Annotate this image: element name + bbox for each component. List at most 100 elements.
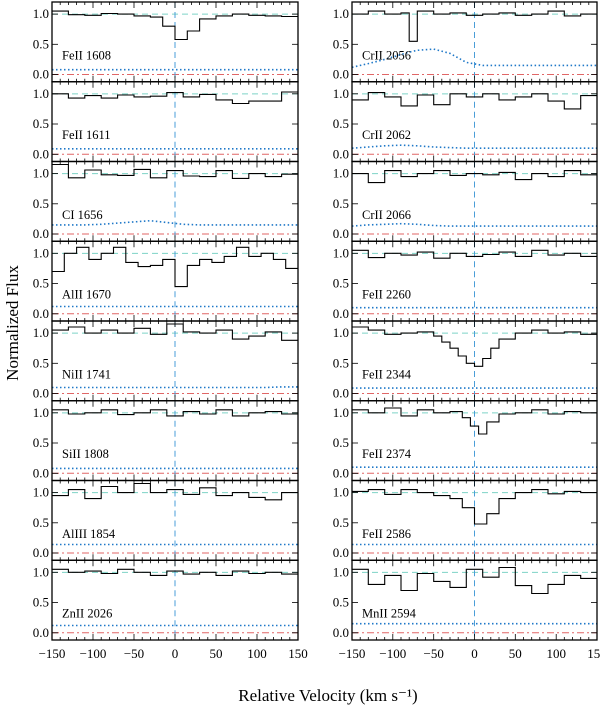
panel-feii-1611: 0.0 0.5 1.0 FeII 1611 — [33, 81, 299, 163]
y-tick-label: 1.0 — [33, 485, 49, 500]
flux-histogram — [352, 566, 597, 595]
y-tick-label: 0.0 — [33, 545, 49, 560]
panel-alii-1670: 0.0 0.5 1.0 AlII 1670 — [33, 240, 299, 322]
line-label: FeII 2344 — [362, 367, 412, 381]
panel-feii-2374: 0.0 0.5 1.0 FeII 2374 — [333, 400, 598, 482]
x-tick-label: 150 — [587, 646, 600, 661]
x-tick-labels: −150 −100 −50 0 50 100 150 −150 −100 −50 0 50 100 150 — [39, 646, 600, 661]
y-tick-label: 0.5 — [33, 36, 49, 51]
x-tick-label: 0 — [172, 646, 179, 661]
panel-znii-2026: 0.0 0.5 1.0 ZnII 2026 — [33, 559, 299, 641]
y-tick-label: 0.0 — [333, 625, 349, 640]
panel-siii-1808: 0.0 0.5 1.0 SiII 1808 — [33, 400, 299, 482]
y-tick-label: 0.5 — [333, 116, 349, 131]
panel-mnii-2594: 0.0 0.5 1.0 MnII 2594 — [333, 559, 598, 641]
flux-histogram — [52, 246, 298, 288]
y-tick-label: 0.0 — [33, 465, 49, 480]
y-tick-label: 0.0 — [333, 465, 349, 480]
y-tick-label: 1.0 — [333, 166, 349, 181]
y-tick-label: 1.0 — [333, 405, 349, 420]
panel-niii-1741: 0.0 0.5 1.0 NiII 1741 — [33, 320, 299, 402]
line-label: AlII 1670 — [62, 288, 111, 302]
y-tick-label: 0.5 — [33, 196, 49, 211]
x-tick-label: 100 — [546, 646, 566, 661]
error-spectrum — [52, 386, 298, 389]
x-tick-label: −150 — [339, 646, 366, 661]
flux-histogram — [352, 10, 597, 42]
y-tick-label: 0.5 — [33, 435, 49, 450]
x-tick-label: −50 — [124, 646, 144, 661]
y-tick-label: 0.5 — [333, 196, 349, 211]
x-tick-label: −100 — [80, 646, 107, 661]
y-tick-label: 0.5 — [333, 355, 349, 370]
x-tick-label: 150 — [288, 646, 308, 661]
error-spectrum — [52, 219, 298, 226]
y-tick-label: 0.0 — [333, 545, 349, 560]
x-tick-label: −50 — [424, 646, 444, 661]
line-label: CrII 2066 — [362, 208, 411, 222]
flux-histogram — [352, 170, 597, 184]
panel-aliii-1854: 0.0 0.5 1.0 AlIII 1854 — [33, 479, 299, 561]
error-spectrum — [351, 222, 597, 227]
y-tick-label: 1.0 — [333, 325, 349, 340]
x-tick-label: 100 — [247, 646, 267, 661]
y-tick-label: 0.5 — [33, 595, 49, 610]
y-tick-label: 0.0 — [33, 146, 49, 161]
line-label: FeII 2586 — [362, 527, 411, 541]
x-axis-label: Relative Velocity (km s⁻¹) — [238, 686, 417, 705]
y-tick-label: 1.0 — [333, 245, 349, 260]
error-spectrum — [351, 144, 597, 149]
y-tick-label: 0.0 — [33, 306, 49, 321]
flux-histogram — [352, 92, 597, 110]
line-label: FeII 2260 — [362, 288, 411, 302]
panel-feii-2586: 0.0 0.5 1.0 FeII 2586 — [333, 479, 598, 561]
y-tick-label: 0.5 — [333, 515, 349, 530]
flux-histogram — [352, 249, 597, 259]
y-tick-label: 0.0 — [33, 226, 49, 241]
panel-crii-2066: 0.0 0.5 1.0 CrII 2066 — [333, 160, 598, 242]
x-tick-label: 0 — [471, 646, 478, 661]
y-tick-label: 1.0 — [33, 564, 49, 579]
panel-ci-1656: 0.0 0.5 1.0 CI 1656 — [33, 160, 299, 242]
panel-crii-2062: 0.0 0.5 1.0 CrII 2062 — [333, 81, 598, 163]
y-tick-label: 0.5 — [333, 276, 349, 291]
flux-histogram — [352, 326, 597, 367]
y-tick-label: 0.5 — [33, 355, 49, 370]
y-tick-label: 0.5 — [33, 276, 49, 291]
y-axis-label: Normalized Flux — [3, 265, 22, 381]
y-tick-label: 1.0 — [333, 564, 349, 579]
panel-crii-2056: 0.0 0.5 1.0 CrII 2056 — [333, 1, 598, 83]
panel-feii-1608: 0.0 0.5 1.0 FeII 1608 — [33, 1, 299, 83]
y-tick-label: 0.0 — [33, 625, 49, 640]
y-tick-label: 0.0 — [333, 386, 349, 401]
line-label: FeII 1611 — [62, 128, 111, 142]
line-label: MnII 2594 — [362, 607, 417, 621]
line-label: FeII 2374 — [362, 447, 412, 461]
line-label: SiII 1808 — [62, 447, 109, 461]
y-tick-label: 1.0 — [33, 245, 49, 260]
line-label: NiII 1741 — [62, 367, 111, 381]
flux-histogram — [352, 407, 597, 435]
flux-histogram — [52, 568, 298, 576]
y-tick-label: 1.0 — [333, 6, 349, 21]
y-tick-label: 0.0 — [333, 146, 349, 161]
x-tick-label: −150 — [39, 646, 66, 661]
y-tick-label: 0.5 — [33, 515, 49, 530]
y-tick-label: 0.5 — [333, 595, 349, 610]
line-label: CrII 2056 — [362, 48, 411, 62]
y-tick-label: 1.0 — [333, 485, 349, 500]
line-label: FeII 1608 — [62, 48, 111, 62]
y-tick-label: 0.5 — [333, 36, 349, 51]
flux-histogram — [52, 10, 298, 41]
x-tick-label: −100 — [379, 646, 406, 661]
panel-feii-2344: 0.0 0.5 1.0 FeII 2344 — [333, 320, 598, 402]
line-label: AlIII 1854 — [62, 527, 116, 541]
y-tick-label: 0.0 — [333, 226, 349, 241]
flux-histogram — [52, 409, 298, 417]
y-tick-label: 1.0 — [33, 166, 49, 181]
flux-histogram — [52, 482, 298, 501]
y-tick-label: 0.0 — [333, 67, 349, 82]
line-label: ZnII 2026 — [62, 607, 112, 621]
